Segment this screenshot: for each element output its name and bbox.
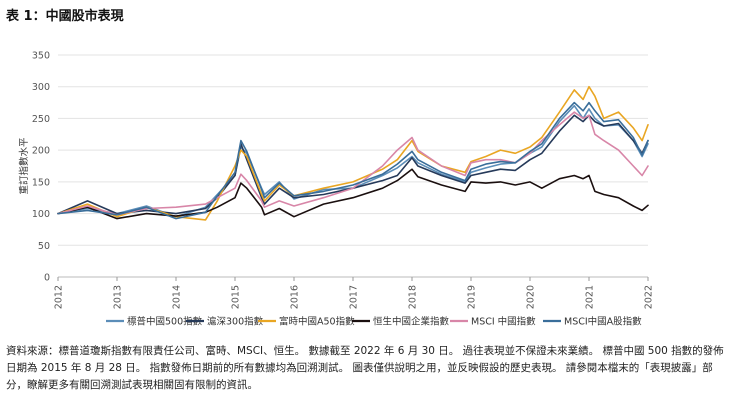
y-tick-label: 50: [38, 241, 50, 252]
series-line-1: [57, 114, 649, 215]
footnote: 資料來源：標普道瓊斯指數有限責任公司、富時、MSCI、恒生。 數據截至 2022…: [6, 345, 724, 391]
series-line-4: [57, 111, 649, 216]
x-tick-label: 2014: [172, 285, 183, 309]
y-tick-label: 0: [44, 273, 50, 284]
x-tick-label: 2018: [408, 285, 419, 309]
series-line-3: [57, 168, 649, 220]
series-line-2: [57, 85, 649, 221]
x-tick-label: 2019: [467, 285, 478, 309]
legend-label-2: 富時中國A50指數: [279, 316, 355, 328]
series-lines: [57, 85, 649, 221]
y-tick-label: 250: [32, 114, 50, 125]
grid-lines: [58, 54, 648, 278]
x-tick-label: 2022: [644, 285, 655, 309]
legend-label-0: 標普中國500指數: [127, 316, 203, 328]
series-line-0: [57, 104, 649, 218]
x-tick-label: 2020: [526, 285, 537, 309]
legend: 標普中國500指數 滬深300指數 富時中國A50指數 恒生中國企業指數 MSCI 中國…: [106, 316, 642, 328]
y-axis-ticks: 0 50 100 150 200 250 300 350: [32, 51, 50, 284]
legend-label-5: MSCI中國A股指數: [564, 316, 642, 328]
legend-label-4: MSCI 中國指數: [471, 316, 536, 328]
legend-label-3: 恒生中國企業指數: [373, 316, 450, 328]
x-axis-ticks: 2012 2013 2014 2015 2016 2017 2018 2019 2020 2021…: [54, 277, 655, 309]
x-tick-label: 2016: [290, 285, 301, 309]
x-tick-label: 2012: [54, 285, 65, 309]
x-tick-label: 2021: [585, 285, 596, 309]
x-tick-label: 2017: [349, 285, 360, 309]
figure-title: 表 1：中國股市表現: [6, 9, 124, 24]
x-tick-label: 2013: [113, 285, 124, 309]
y-tick-label: 100: [32, 209, 50, 220]
x-tick-label: 2015: [231, 285, 242, 309]
y-tick-label: 350: [32, 51, 50, 62]
y-axis-label: 重訂指數水平: [18, 137, 30, 195]
y-tick-label: 300: [32, 82, 50, 93]
y-tick-label: 200: [32, 146, 50, 157]
y-tick-label: 150: [32, 177, 50, 188]
series-line-5: [57, 101, 649, 220]
legend-label-1: 滬深300指數: [207, 316, 264, 328]
